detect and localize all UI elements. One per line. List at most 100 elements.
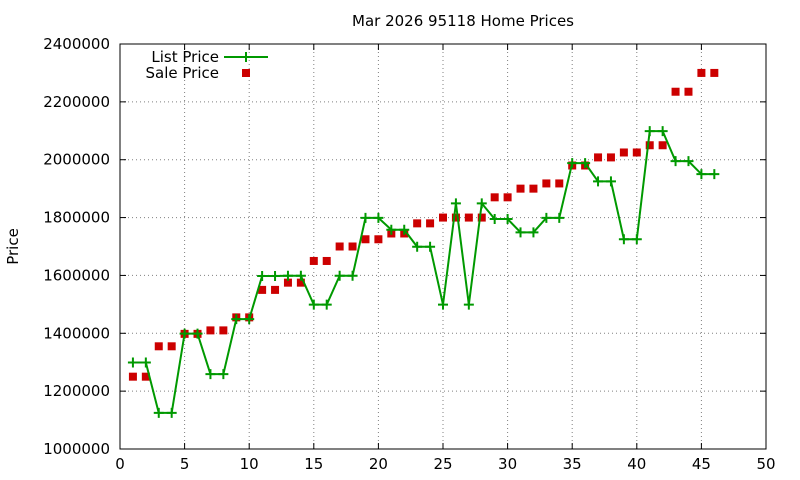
sale-price-point xyxy=(413,219,422,228)
sale-price-point xyxy=(322,256,331,265)
list-price-point xyxy=(257,271,268,282)
chart-title: Mar 2026 95118 Home Prices xyxy=(352,12,574,30)
y-tick-label: 2400000 xyxy=(43,35,110,53)
x-tick-label: 25 xyxy=(433,455,452,473)
list-price-point xyxy=(386,224,397,235)
x-tick-label: 5 xyxy=(180,455,190,473)
list-price-point xyxy=(683,156,694,167)
x-tick-label: 15 xyxy=(304,455,323,473)
sale-price-point xyxy=(439,213,447,222)
sale-price-point xyxy=(710,68,719,77)
x-tick-label: 40 xyxy=(627,455,646,473)
list-price-point xyxy=(179,328,190,339)
x-tick-label: 0 xyxy=(115,455,125,473)
list-price-point xyxy=(567,158,578,169)
y-tick-label: 1200000 xyxy=(43,382,110,400)
list-price-point xyxy=(450,198,461,209)
list-price-line xyxy=(132,130,715,414)
list-price-point xyxy=(605,176,616,187)
list-price-point xyxy=(709,169,720,180)
sale-price-point xyxy=(128,372,137,381)
x-tick-label: 20 xyxy=(369,455,388,473)
list-price-point xyxy=(153,407,164,418)
sale-price-point xyxy=(219,326,228,335)
sale-price-point xyxy=(361,235,370,244)
y-tick-label: 1800000 xyxy=(43,209,110,227)
x-tick-label: 10 xyxy=(240,455,259,473)
list-price-point xyxy=(580,158,591,169)
list-price-point xyxy=(554,212,565,223)
list-price-point xyxy=(166,407,177,418)
list-price-point xyxy=(140,357,151,368)
list-price-point xyxy=(696,169,707,180)
list-price-point xyxy=(528,227,539,238)
sale-price-point xyxy=(477,213,486,222)
sale-price-point xyxy=(619,148,628,157)
list-price-point xyxy=(670,156,681,167)
x-tick-label: 45 xyxy=(692,455,711,473)
sale-price-point xyxy=(464,213,473,222)
list-price-point xyxy=(321,299,332,310)
sale-price-point xyxy=(645,141,654,150)
list-price-point xyxy=(425,241,436,252)
list-price-point xyxy=(541,212,552,223)
axis-ticks: 0 5 10 15 20 25 30 35 40 45 50 1000000 1200000 140000… xyxy=(43,35,775,473)
list-price-point xyxy=(334,270,345,281)
sale-price-point xyxy=(516,184,525,193)
list-price-point xyxy=(399,224,410,235)
list-price-point xyxy=(205,369,216,380)
sale-price-point xyxy=(348,242,357,251)
list-price-point xyxy=(463,299,474,310)
sale-price-point xyxy=(684,87,693,96)
sale-price-point xyxy=(697,68,706,77)
sale-price-point xyxy=(594,153,603,162)
list-price-point xyxy=(270,271,281,282)
sale-price-point xyxy=(606,153,615,162)
list-price-point xyxy=(644,126,655,137)
list-price-point xyxy=(231,314,242,325)
series-layer xyxy=(127,68,720,418)
x-tick-label: 50 xyxy=(756,455,775,473)
sale-price-point xyxy=(335,242,344,251)
legend-marker-list-price xyxy=(241,52,251,62)
list-price-point xyxy=(360,212,371,223)
list-price-point xyxy=(476,198,487,209)
list-price-point xyxy=(282,270,293,281)
list-price-point xyxy=(502,214,513,225)
list-price-point xyxy=(412,241,423,252)
sale-price-point xyxy=(671,87,680,96)
sale-price-point xyxy=(374,235,383,244)
y-tick-label: 2000000 xyxy=(43,151,110,169)
list-price-point xyxy=(657,126,668,137)
list-price-point xyxy=(347,270,358,281)
sale-price-point xyxy=(283,278,292,287)
list-price-point xyxy=(244,314,255,325)
y-axis-label: Price xyxy=(4,228,22,265)
sale-price-point xyxy=(296,278,305,287)
legend-marker-sale-price xyxy=(242,69,250,77)
list-price-point xyxy=(618,234,629,245)
sale-price-point xyxy=(206,326,215,335)
list-price-point xyxy=(631,234,642,245)
sale-price-point xyxy=(658,141,667,150)
sale-price-point xyxy=(167,342,176,351)
sale-price-point xyxy=(542,179,551,188)
sale-price-point xyxy=(154,342,163,351)
sale-price-point xyxy=(529,184,538,193)
sale-price-point xyxy=(141,372,150,381)
sale-price-point xyxy=(271,285,280,294)
list-price-point xyxy=(218,369,229,380)
sale-price-point xyxy=(451,213,460,222)
y-tick-label: 1000000 xyxy=(43,440,110,458)
x-tick-label: 30 xyxy=(498,455,517,473)
sale-price-point xyxy=(555,179,564,188)
grid-lines xyxy=(120,44,766,449)
list-price-point xyxy=(308,299,319,310)
legend-label-list-price: List Price xyxy=(151,48,219,66)
list-price-point xyxy=(515,227,526,238)
sale-price-point xyxy=(632,148,641,157)
list-price-point xyxy=(192,328,203,339)
sale-price-point xyxy=(503,193,512,202)
